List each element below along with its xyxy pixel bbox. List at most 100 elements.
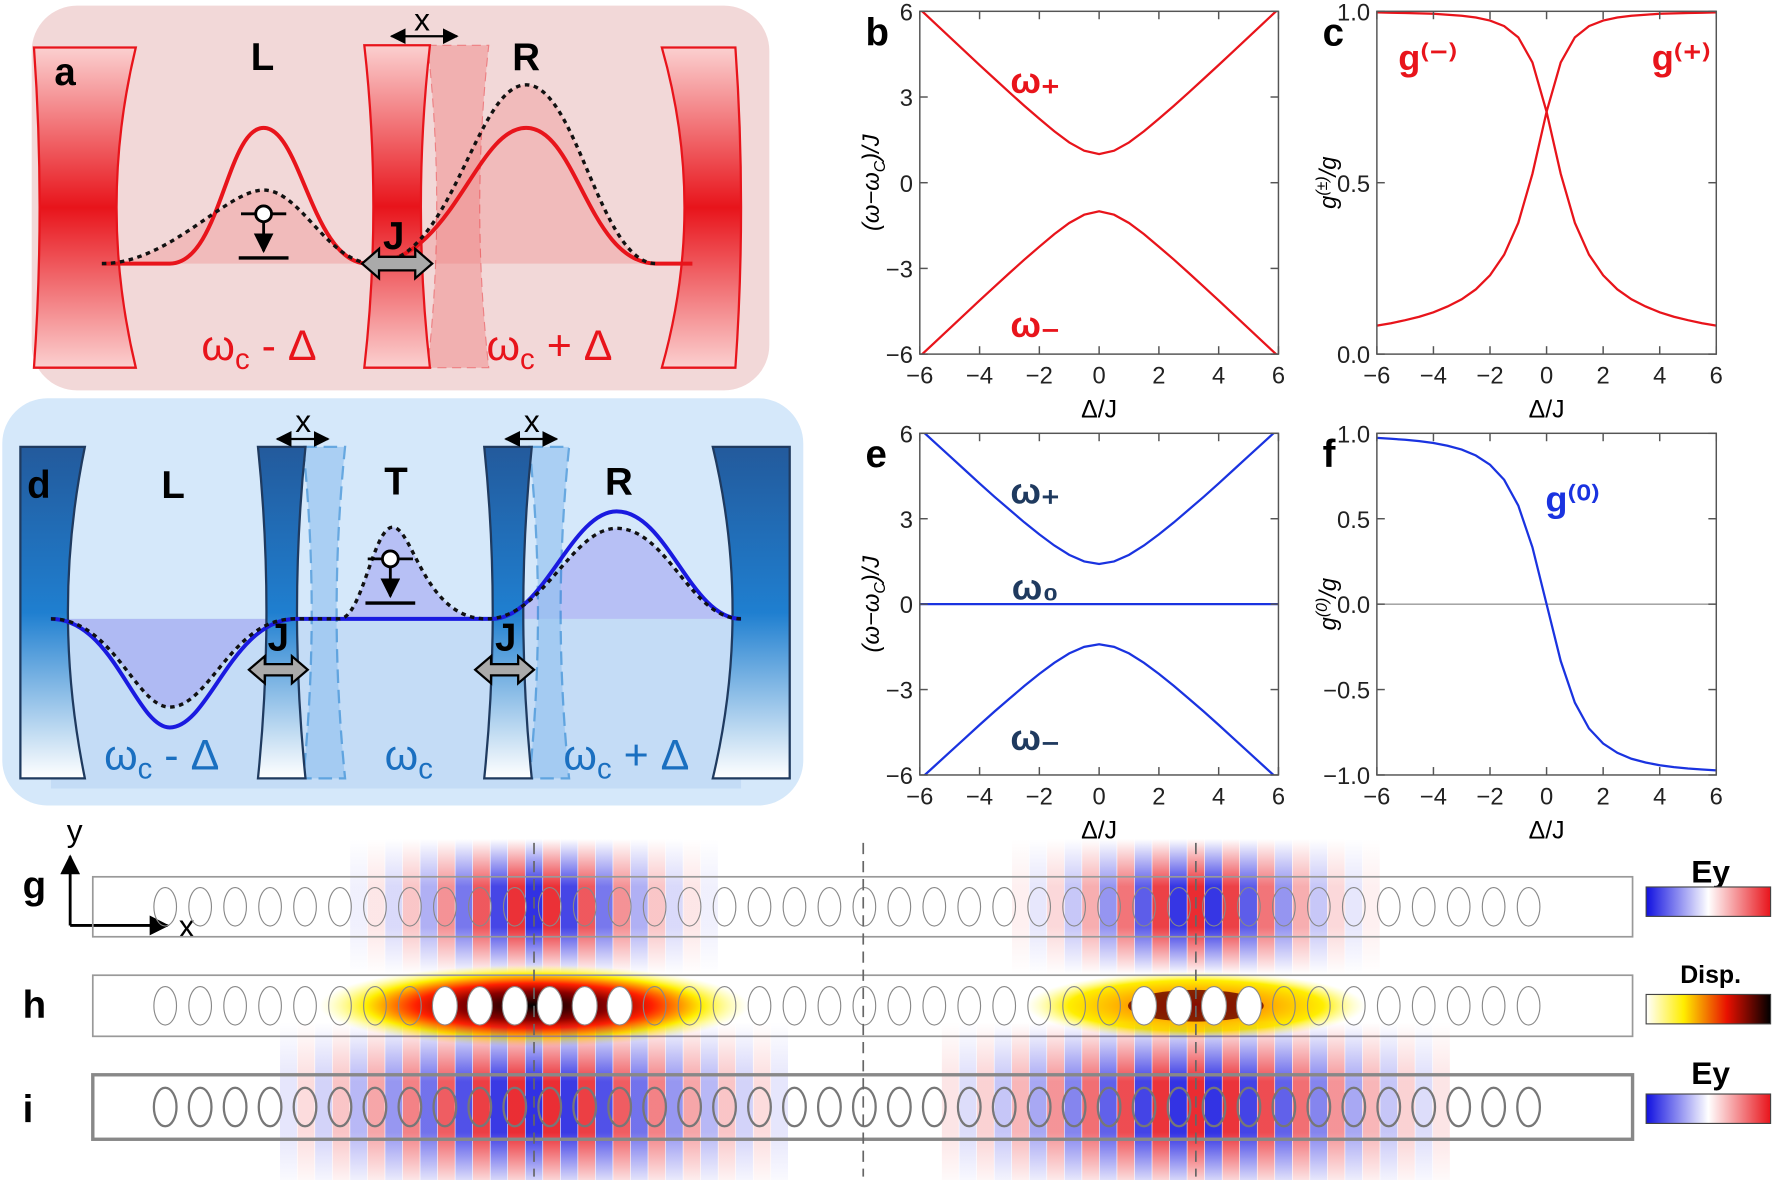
field-stripe	[1012, 838, 1029, 975]
field-stripe	[543, 838, 561, 975]
mirror	[32, 46, 138, 369]
hole	[747, 1086, 772, 1128]
field-stripe	[297, 1022, 315, 1180]
y-axis-label: g(±)/g	[1314, 157, 1342, 209]
field-stripe	[385, 838, 403, 975]
hole	[223, 886, 247, 927]
axis-label: x	[179, 908, 195, 944]
field-maps: y x g h i Ey Disp. Ey	[23, 813, 1772, 1180]
field-stripe	[1029, 1022, 1047, 1180]
text: (ω−ω	[858, 172, 885, 231]
hole	[257, 1086, 283, 1128]
hole	[1376, 1086, 1402, 1128]
chart: g⁽⁻⁾ g⁽⁺⁾ −6 −4 −2 0 2 4 6 0.0 0.5 1.0 Δ/J g(±)/g c	[1314, 0, 1723, 423]
hole	[957, 886, 982, 927]
field-stripe	[1310, 1022, 1328, 1180]
mirror	[256, 445, 307, 780]
field-stripe	[613, 1022, 631, 1180]
panel-label: g	[23, 864, 47, 907]
field-stripe	[472, 1022, 490, 1180]
series-line	[1376, 436, 1717, 772]
y-tick-label: 0.0	[1337, 592, 1370, 619]
field-stripe	[367, 1022, 385, 1180]
panel-label: i	[23, 1088, 34, 1131]
y-tick-label: −6	[886, 342, 913, 369]
x-axis-label: Δ/J	[1529, 395, 1565, 423]
y-tick-label: 0	[900, 592, 913, 619]
mirror	[711, 445, 791, 780]
frequency-label: ωc + Δ	[563, 731, 689, 785]
field-stripe	[1029, 838, 1047, 975]
y-tick-label: 0	[900, 171, 913, 198]
hole	[922, 886, 947, 927]
hole	[1132, 886, 1156, 927]
text: c	[235, 343, 250, 376]
frequency-label: ωc - Δ	[201, 322, 316, 376]
field-stripe	[1117, 838, 1135, 975]
text: + Δ	[612, 731, 690, 779]
hole	[1481, 985, 1506, 1026]
x-tick-label: 0	[1540, 783, 1553, 810]
hole	[1237, 886, 1261, 927]
x-tick-label: 6	[1272, 363, 1285, 390]
chart: g⁽⁰⁾ −6 −4 −2 0 2 4 6 −1.0 −0.5 0.0 0.5 1.0 Δ/J g(0)/g…	[1314, 421, 1723, 844]
field-stripe	[437, 1022, 455, 1180]
series-line	[923, 643, 1276, 775]
x-tick-label: −2	[1026, 363, 1053, 390]
field-stripe	[994, 1022, 1012, 1180]
x-tick-label: −4	[966, 783, 993, 810]
hole	[293, 985, 317, 1026]
x-tick-label: −6	[906, 363, 933, 390]
field-stripe	[1345, 838, 1363, 975]
panel-label: a	[54, 51, 76, 94]
hole	[607, 886, 632, 927]
field-stripe	[648, 1022, 666, 1180]
hole	[922, 985, 947, 1026]
hole	[852, 985, 877, 1026]
text: g	[1315, 196, 1342, 209]
hole	[1165, 985, 1193, 1026]
mode-curve-dotted	[101, 83, 657, 266]
chart: ω₊ ω₀ ω₋ −6 −4 −2 0 2 4 6 −6 −3 0 3 6 Δ/J (ω−ωC)/J e	[858, 421, 1285, 844]
hole	[536, 985, 563, 1026]
y-tick-label: 0.5	[1337, 171, 1370, 198]
x-tick-label: −4	[1420, 363, 1447, 390]
hole	[1236, 1086, 1262, 1128]
hole	[887, 886, 912, 927]
x-tick-label: −6	[1363, 783, 1390, 810]
coupling-arrow	[247, 653, 310, 686]
hole	[957, 985, 982, 1026]
series-label: ω₋	[1010, 717, 1060, 758]
hole	[1411, 985, 1436, 1026]
coupling-label: J	[268, 617, 289, 660]
hole	[606, 985, 633, 1026]
text: )/J	[858, 555, 885, 586]
emitter	[365, 549, 416, 605]
hole	[712, 1086, 737, 1128]
hole	[992, 886, 1017, 927]
hole	[258, 886, 282, 927]
hole	[1376, 886, 1401, 927]
text: c	[138, 752, 153, 785]
text: c	[520, 343, 535, 376]
x-axis-label: Δ/J	[1081, 816, 1117, 844]
hole	[258, 985, 282, 1026]
y-tick-label: 6	[900, 421, 913, 448]
field-stripe	[683, 1022, 701, 1180]
hole	[188, 985, 213, 1026]
field-stripe	[1380, 1022, 1398, 1180]
x-tick-label: −6	[1363, 363, 1390, 390]
hole	[1516, 1086, 1542, 1128]
y-tick-label: −3	[886, 678, 913, 705]
hole	[1200, 985, 1227, 1026]
hole	[1376, 985, 1401, 1026]
plot-frame	[919, 10, 1280, 355]
hole	[1026, 1086, 1052, 1128]
field-stripe	[1310, 838, 1328, 975]
x-axis-label: Δ/J	[1529, 816, 1565, 844]
cavity-label: L	[251, 36, 275, 79]
field-stripe	[735, 1022, 753, 1180]
hole	[1166, 1086, 1192, 1128]
hole	[817, 985, 842, 1026]
